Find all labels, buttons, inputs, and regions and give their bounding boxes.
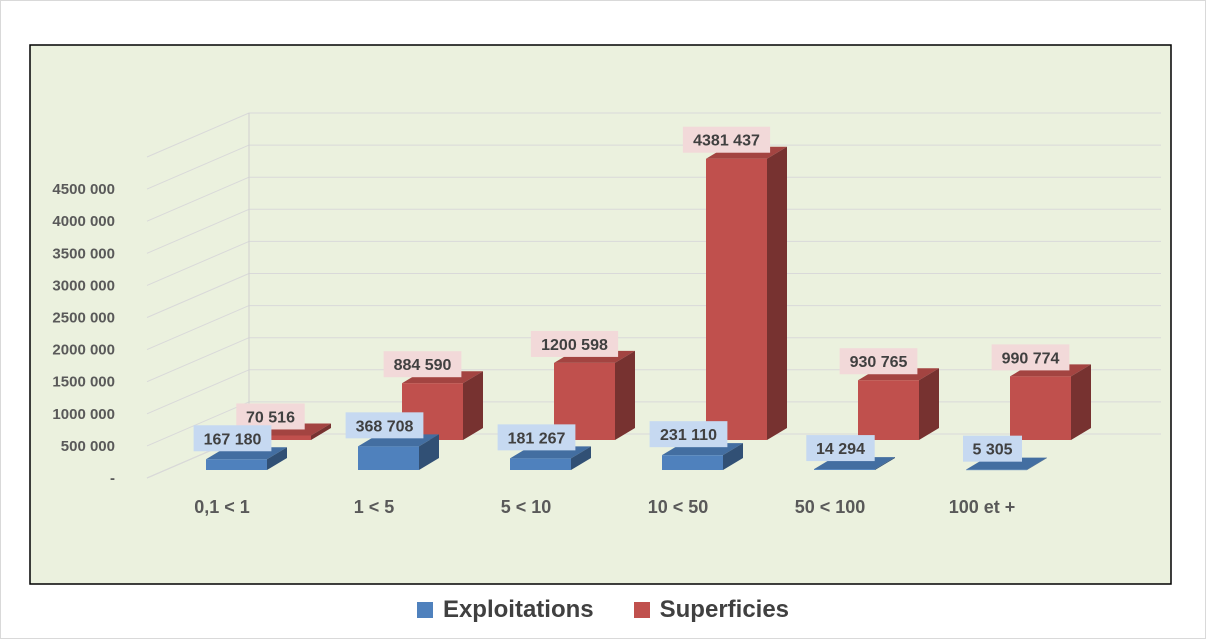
data-label-exploitations-1: 368 708 bbox=[356, 418, 414, 435]
data-label-superficies-2-bg bbox=[530, 330, 619, 357]
data-label-superficies-0-bg bbox=[236, 403, 305, 430]
bar-superficies-3-side bbox=[767, 146, 787, 441]
data-label-superficies-2: 1200 598 bbox=[541, 337, 608, 354]
y-tick-label: 2500 000 bbox=[52, 310, 115, 327]
bar-exploitations-4-front bbox=[814, 469, 875, 470]
bar-exploitations-5-side bbox=[1027, 457, 1047, 470]
legend-label-superficies: Superficies bbox=[659, 596, 790, 623]
legend-swatch-exploitations bbox=[416, 602, 433, 618]
gridline-side bbox=[146, 144, 250, 190]
data-label-superficies-0: 70 516 bbox=[246, 409, 295, 426]
y-tick-label: 3000 000 bbox=[52, 277, 115, 294]
x-tick-label: 100 et + bbox=[949, 497, 1016, 517]
bar-exploitations-0-side bbox=[267, 447, 287, 470]
gridline-side bbox=[146, 176, 250, 222]
bar-exploitations-2-side bbox=[571, 446, 591, 470]
gridline-side bbox=[146, 337, 250, 383]
data-label-superficies-3-bg bbox=[682, 126, 771, 153]
y-tick-label: 3500 000 bbox=[52, 245, 115, 262]
data-label-superficies-4-bg bbox=[839, 348, 918, 375]
bar-exploitations-1-front bbox=[358, 446, 419, 470]
bar-superficies-5-side bbox=[1071, 364, 1091, 440]
bar-exploitations-3-side bbox=[723, 443, 743, 470]
data-label-exploitations-3-bg bbox=[649, 421, 728, 448]
bar-superficies-3-front bbox=[706, 158, 767, 441]
plot-area bbox=[29, 44, 1172, 585]
bar-exploitations-0-front bbox=[206, 459, 267, 470]
legend-item-exploitations[interactable]: Exploitations bbox=[416, 596, 594, 624]
bar-superficies-4-front bbox=[858, 380, 919, 440]
gridline-side bbox=[146, 401, 250, 447]
gridline-side bbox=[146, 208, 250, 254]
legend-label-exploitations: Exploitations bbox=[442, 596, 594, 623]
x-tick-label: 0,1 < 1 bbox=[194, 497, 250, 517]
bar-exploitations-3-front bbox=[662, 455, 723, 470]
gridline-side bbox=[146, 273, 250, 318]
bar-superficies-5-front bbox=[1010, 376, 1071, 440]
data-label-exploitations-0: 167 180 bbox=[204, 431, 262, 448]
data-label-exploitations-5-bg bbox=[963, 435, 1022, 462]
y-tick-label: 2000 000 bbox=[52, 342, 115, 359]
bar-superficies-0-side bbox=[311, 423, 331, 440]
y-tick-label: 4000 000 bbox=[52, 213, 115, 230]
data-label-superficies-1-bg bbox=[383, 351, 462, 378]
x-tick-label: 50 < 100 bbox=[795, 497, 866, 517]
bar-superficies-0-front bbox=[250, 435, 311, 440]
legend-swatch-superficies bbox=[633, 602, 650, 618]
legend-item-superficies[interactable]: Superficies bbox=[633, 596, 790, 624]
data-label-exploitations-4-bg bbox=[806, 435, 875, 462]
data-label-superficies-5: 990 774 bbox=[1002, 350, 1060, 367]
data-label-exploitations-1-bg bbox=[345, 412, 424, 439]
x-tick-label: 10 < 50 bbox=[648, 497, 709, 517]
data-label-superficies-1: 884 590 bbox=[394, 357, 452, 374]
gridline-side bbox=[146, 369, 250, 415]
bar-exploitations-2-front bbox=[510, 458, 571, 470]
data-label-superficies-4: 930 765 bbox=[850, 354, 908, 371]
bar-exploitations-5-front bbox=[966, 469, 1027, 471]
gridline-side bbox=[146, 112, 250, 158]
data-label-superficies-3: 4381 437 bbox=[693, 133, 760, 150]
data-label-exploitations-4: 14 294 bbox=[816, 441, 865, 458]
bar-exploitations-1-side bbox=[419, 434, 439, 470]
legend: Exploitations Superficies bbox=[0, 590, 1206, 630]
data-label-exploitations-0-bg bbox=[193, 425, 272, 452]
data-label-exploitations-2: 181 267 bbox=[508, 430, 566, 447]
x-tick-label: 5 < 10 bbox=[501, 497, 552, 517]
bar-superficies-1-side bbox=[463, 371, 483, 440]
y-tick-label: 1000 000 bbox=[52, 406, 115, 423]
y-tick-label: - bbox=[110, 470, 115, 487]
y-tick-label: 4500 000 bbox=[52, 181, 115, 198]
gridline-side bbox=[146, 305, 250, 351]
y-tick-label: 500 000 bbox=[61, 438, 115, 455]
data-label-exploitations-3: 231 110 bbox=[660, 427, 717, 444]
gridline-side bbox=[146, 240, 250, 286]
bar-superficies-2-side bbox=[615, 350, 635, 440]
bar-superficies-4-side bbox=[919, 368, 939, 440]
y-tick-label: 1500 000 bbox=[52, 374, 115, 391]
data-label-exploitations-5: 5 305 bbox=[972, 442, 1012, 459]
data-label-exploitations-2-bg bbox=[497, 424, 576, 451]
x-tick-label: 1 < 5 bbox=[354, 497, 395, 517]
bar-exploitations-4-side bbox=[875, 457, 895, 470]
data-label-superficies-5-bg bbox=[991, 344, 1070, 371]
